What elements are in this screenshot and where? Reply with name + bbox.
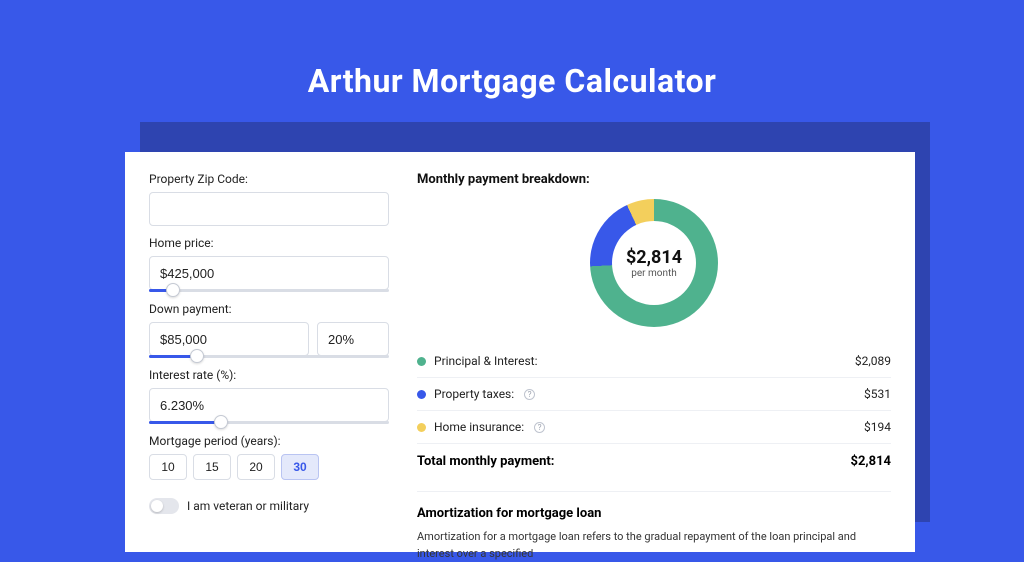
total-value: $2,814 xyxy=(851,454,892,469)
breakdown-row: Property taxes:? $531 xyxy=(417,377,891,410)
page-title: Arthur Mortgage Calculator xyxy=(0,0,1024,100)
home-price-slider[interactable] xyxy=(149,289,389,292)
down-payment-pct-input[interactable] xyxy=(317,322,389,356)
breakdown-row: Home insurance:? $194 xyxy=(417,410,891,443)
calculator-card: Property Zip Code: Home price: Down paym… xyxy=(125,152,915,552)
breakdown-column: Monthly payment breakdown: $2,814 per mo… xyxy=(417,172,891,512)
period-label: Mortgage period (years): xyxy=(149,434,389,448)
breakdown-value: $531 xyxy=(864,387,891,401)
period-option-30[interactable]: 30 xyxy=(281,454,319,480)
info-icon[interactable]: ? xyxy=(534,422,545,433)
info-icon[interactable]: ? xyxy=(524,389,535,400)
home-price-slider-thumb[interactable] xyxy=(166,283,180,297)
period-option-15[interactable]: 15 xyxy=(193,454,231,480)
donut-center: $2,814 per month xyxy=(612,221,696,305)
breakdown-value: $194 xyxy=(864,420,891,434)
donut-sub: per month xyxy=(631,268,677,279)
down-payment-slider[interactable] xyxy=(149,355,389,358)
donut-amount: $2,814 xyxy=(626,247,682,268)
down-payment-input[interactable] xyxy=(149,322,309,356)
down-payment-label: Down payment: xyxy=(149,302,389,316)
zip-label: Property Zip Code: xyxy=(149,172,389,186)
down-payment-slider-thumb[interactable] xyxy=(190,349,204,363)
period-option-20[interactable]: 20 xyxy=(237,454,275,480)
veteran-label: I am veteran or military xyxy=(187,499,309,513)
interest-rate-label: Interest rate (%): xyxy=(149,368,389,382)
breakdown-value: $2,089 xyxy=(855,354,891,368)
breakdown-title: Monthly payment breakdown: xyxy=(417,172,891,187)
breakdown-donut-chart: $2,814 per month xyxy=(590,199,718,327)
breakdown-label: Home insurance: xyxy=(434,420,524,434)
zip-input[interactable] xyxy=(149,192,389,226)
breakdown-label: Property taxes: xyxy=(434,387,514,401)
toggle-knob xyxy=(151,500,163,512)
home-price-input[interactable] xyxy=(149,256,389,290)
period-options: 10152030 xyxy=(149,454,389,480)
color-swatch xyxy=(417,357,426,366)
form-column: Property Zip Code: Home price: Down paym… xyxy=(149,172,389,512)
amortization-title: Amortization for mortgage loan xyxy=(417,491,891,521)
interest-rate-input[interactable] xyxy=(149,388,389,422)
period-option-10[interactable]: 10 xyxy=(149,454,187,480)
color-swatch xyxy=(417,423,426,432)
breakdown-row: Principal & Interest: $2,089 xyxy=(417,345,891,377)
breakdown-label: Principal & Interest: xyxy=(434,354,538,368)
amortization-text: Amortization for a mortgage loan refers … xyxy=(417,529,891,562)
total-label: Total monthly payment: xyxy=(417,454,554,469)
interest-rate-slider[interactable] xyxy=(149,421,389,424)
home-price-label: Home price: xyxy=(149,236,389,250)
interest-rate-slider-thumb[interactable] xyxy=(214,415,228,429)
color-swatch xyxy=(417,390,426,399)
